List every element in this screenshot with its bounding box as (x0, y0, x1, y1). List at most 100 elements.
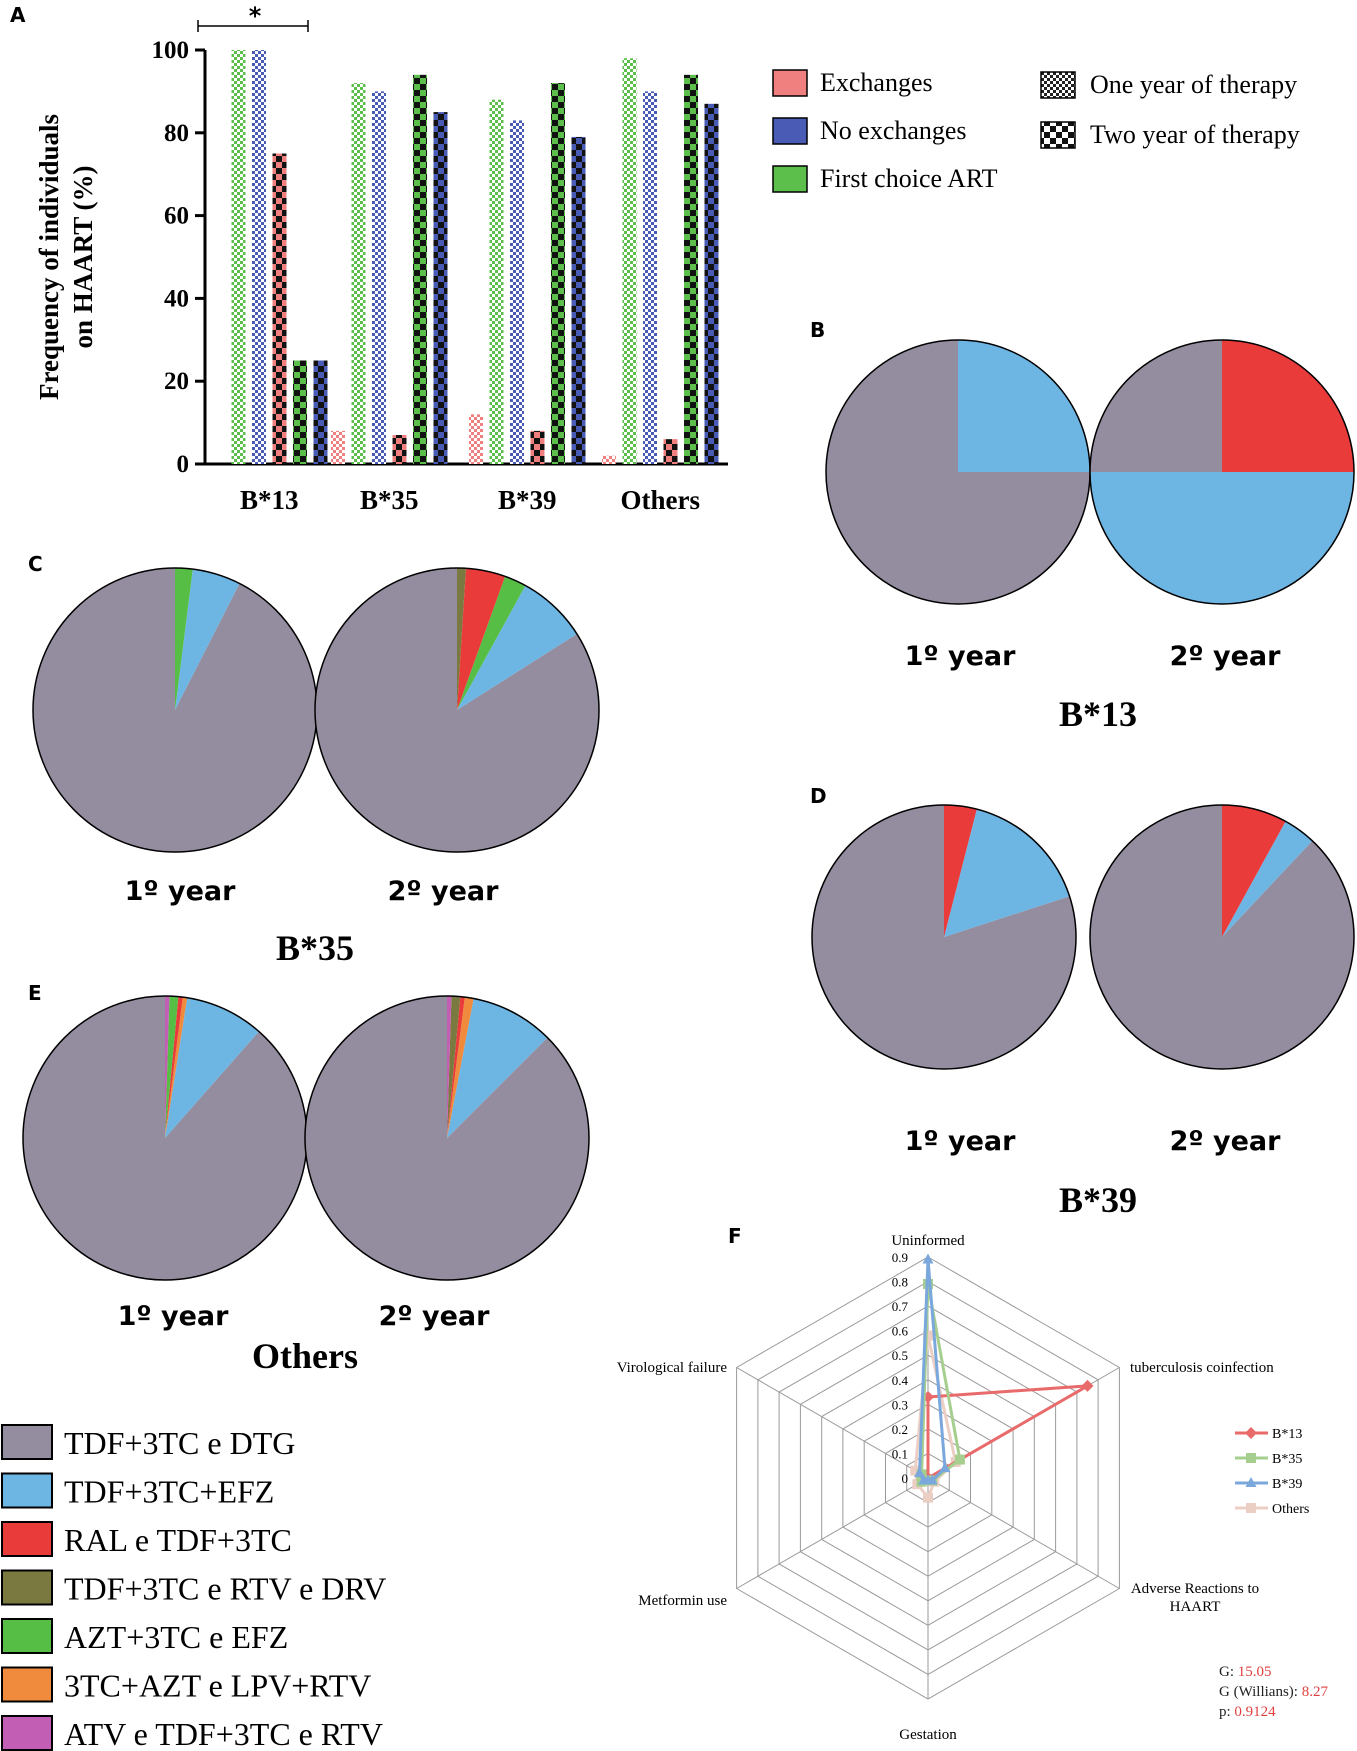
radar-point (910, 1465, 921, 1476)
pie-slice (447, 996, 465, 1138)
radar-point (923, 1492, 933, 1503)
pie-year-label: 1º year (905, 641, 1017, 672)
pie-outline (811, 804, 1077, 1070)
regimen-label: TDF+3TC e RTV e DRV (64, 1571, 386, 1607)
legend-label: Two year of therapy (1090, 120, 1300, 149)
radar-axis-label: Uninformed (891, 1233, 965, 1249)
legend-label: One year of therapy (1090, 70, 1297, 99)
bar (469, 414, 483, 464)
legend-label: No exchanges (820, 116, 967, 145)
regimen-swatch (1, 1521, 53, 1557)
pie-slice (1222, 821, 1313, 937)
radar-stat-value: 8.27 (1302, 1684, 1329, 1700)
radar-tick-label: 0.1 (892, 1446, 908, 1461)
x-tick-label: B*39 (498, 485, 557, 515)
bar (272, 153, 287, 464)
pie-charts: 1º year 2º year B*13 1º year 2º year B*35 1º y… (22, 339, 1355, 1376)
bar (231, 50, 246, 464)
panel-label-b: B (810, 318, 825, 342)
radar-legend-label: B*39 (1272, 1477, 1302, 1492)
pie-slice (447, 997, 474, 1138)
bar (313, 360, 328, 464)
regimen-swatch (1, 1472, 53, 1509)
pie-slice (305, 996, 590, 1280)
radar-axis-label-line: Adverse Reactions to (1131, 1581, 1259, 1597)
panel-label-c: C (28, 552, 43, 576)
pie-slice (175, 569, 240, 710)
pie-slice (165, 996, 183, 1138)
panel-a: A 0 20 40 60 80 100 Frequency of individuals on… (10, 2, 1300, 515)
radar-legend-marker (1246, 1453, 1256, 1463)
y-tick-label: 60 (164, 203, 189, 230)
radar-stat: p: 0.9124 (1219, 1704, 1276, 1720)
y-tick-label: 40 (164, 285, 189, 312)
regimen-label: TDF+3TC e DTG (64, 1425, 295, 1461)
radar-axis-label: tuberculosis coinfection (1130, 1360, 1274, 1376)
bar-chart-a: 0 20 40 60 80 100 Frequency of individuals on H… (34, 2, 728, 515)
radar-stat-value: 0.9124 (1234, 1704, 1276, 1720)
x-tick-label: B*13 (240, 485, 299, 515)
pie-year-label: 2º year (388, 876, 500, 907)
bar (293, 360, 307, 464)
bar (489, 99, 504, 465)
regimen-legend: TDF+3TC e DTG TDF+3TC+EFZ RAL e TDF+3TC TDF… (1, 1424, 386, 1751)
pie-slice (958, 340, 1090, 472)
legend-label: Exchanges (820, 68, 933, 97)
bar (530, 430, 545, 464)
pie-slice (314, 568, 599, 852)
y-axis-label-line: Frequency of individuals (34, 114, 64, 400)
radar-stat-value: 15.05 (1238, 1664, 1272, 1680)
legend-swatch (1040, 121, 1076, 149)
pie-group-title: B*39 (1059, 1180, 1137, 1220)
bar (704, 103, 719, 464)
x-tick-label: B*35 (360, 485, 419, 515)
pie-slice (944, 805, 977, 937)
pie-slice (812, 805, 1077, 1069)
y-tick-label: 0 (177, 451, 190, 478)
regimen-swatch (1, 1715, 53, 1751)
pie-slice (1222, 340, 1354, 472)
significance-star: * (249, 2, 262, 30)
panel-label-a: A (10, 3, 26, 27)
legend-swatch (772, 69, 808, 97)
pie-slice (165, 996, 179, 1138)
radar-spoke (736, 1477, 929, 1589)
radar-axis-label: Metformin use (638, 1593, 727, 1609)
pie-slice (165, 997, 259, 1138)
radar-legend-label: B*35 (1272, 1452, 1302, 1467)
regimen-swatch (1, 1618, 53, 1654)
radar-spoke (927, 1477, 1120, 1589)
radar-tick-label: 0.6 (892, 1324, 909, 1339)
radar-axis-label: Adverse Reactions to HAART (1131, 1581, 1259, 1615)
bar (684, 74, 698, 464)
radar-stat: G (Willians): 8.27 (1219, 1684, 1328, 1700)
radar-axis-label: Virological failure (617, 1360, 728, 1376)
pie-year-label: 1º year (118, 1301, 230, 1332)
radar-tick-label: 0.8 (892, 1275, 908, 1290)
pie-slice (165, 996, 170, 1138)
pie-year-label: 2º year (1170, 641, 1282, 672)
pie-year-label: 1º year (125, 876, 237, 907)
bar (571, 136, 586, 464)
radar-legend-marker (1246, 1503, 1256, 1513)
regimen-swatch (1, 1666, 53, 1703)
pie-group-title: Others (252, 1336, 358, 1376)
pie-outline (304, 995, 590, 1281)
pie-slice (1090, 340, 1222, 472)
radar-point (939, 1462, 951, 1473)
pie-slice (32, 568, 317, 852)
pie-year-label: 1º year (905, 1126, 1017, 1157)
legend-label: First choice ART (820, 164, 998, 193)
pie-slice (1089, 805, 1354, 1069)
bar (392, 435, 407, 464)
radar-axis-label-line: HAART (1170, 1599, 1221, 1615)
legend-swatch (772, 165, 808, 193)
bar (413, 74, 427, 464)
bar (643, 91, 657, 465)
y-tick-label: 100 (152, 37, 190, 64)
pie-slice (165, 997, 188, 1138)
radar-tick-label: 0.3 (892, 1397, 908, 1412)
y-axis-label: Frequency of individuals on HAART (%) (34, 114, 98, 400)
pie-slice (457, 576, 526, 710)
